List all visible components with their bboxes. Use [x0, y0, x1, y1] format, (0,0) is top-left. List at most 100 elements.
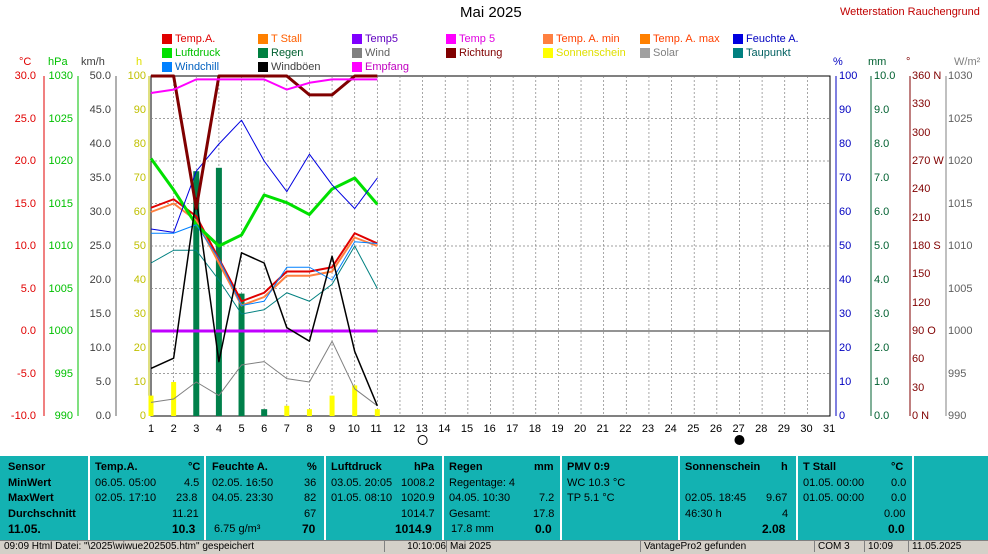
panel-feuchte-min-date: 02.05. 16:50 [212, 477, 274, 489]
legend-swatch [352, 62, 362, 72]
chart-title: Mai 2025 [460, 4, 522, 21]
sun-tick-label: 30 [133, 308, 146, 320]
legend-label: Richtung [459, 47, 503, 59]
x-tick-label: 21 [596, 423, 609, 435]
rain-bar [261, 409, 268, 416]
sun-unit: h [136, 56, 143, 68]
summary-panel [0, 452, 988, 540]
series-line [150, 119, 378, 233]
solar-tick-label: 1015 [948, 197, 973, 210]
panel-tstall-min: 0.0 [891, 477, 907, 489]
panel-feuchte-unit: % [307, 461, 317, 473]
legend-label: Temp 5 [459, 33, 496, 45]
press-tick-label: 1015 [48, 197, 73, 210]
panel-feuchte-current: 70 [302, 522, 316, 536]
sun-tick-label: 10 [133, 376, 146, 388]
temp-tick-label: 5.0 [20, 282, 36, 295]
panel-tempa-unit: °C [188, 461, 201, 473]
station-name: Wetterstation Rauchengrund [840, 6, 980, 18]
sunshine-bar [306, 409, 312, 416]
legend-swatch [543, 48, 553, 58]
legend-label: Windchill [175, 61, 220, 73]
rain-tick-label: 2.0 [874, 342, 890, 354]
x-tick-label: 26 [709, 423, 723, 435]
sun-tick-label: 20 [133, 342, 146, 354]
full-moon-icon [417, 435, 428, 445]
x-tick-label: 11 [370, 423, 382, 435]
hum-tick-label: 40 [839, 274, 852, 286]
dir-unit: ° [906, 56, 911, 68]
panel-sonne-max-date: 02.05. 18:45 [685, 492, 747, 504]
panel-luft-min: 1008.2 [401, 477, 435, 489]
panel-sensor-avg: Durchschnitt [8, 508, 76, 520]
rain-bar [215, 167, 222, 416]
solar-tick-label: 1000 [948, 325, 973, 337]
solar-tick-label: 1025 [948, 112, 973, 125]
panel-regen-sum: 17.8 mm [451, 523, 494, 535]
sunshine-bar [284, 405, 290, 416]
panel-tempa-avg: 11.21 [172, 508, 199, 520]
panel-tempa-max: 23.8 [176, 492, 198, 504]
hum-tick-label: 0 [839, 410, 846, 422]
solar-tick-label: 1020 [948, 155, 973, 167]
panel-tstall-min-date: 01.05. 00:00 [803, 477, 865, 489]
solar-tick-label: 1010 [948, 240, 973, 252]
rain-tick-label: 7.0 [874, 172, 890, 184]
panel-tempa-header: Temp.A. [95, 461, 138, 473]
legend-label: Temp.A. [175, 33, 216, 45]
panel-tstall-unit: °C [891, 461, 904, 473]
panel-tempa-min: 4.5 [184, 477, 200, 489]
wind-tick-label: 10.0 [89, 342, 111, 354]
legend-label: Windböen [271, 61, 321, 73]
legend-swatch [446, 34, 456, 44]
x-tick-label: 23 [641, 423, 655, 435]
series-line [149, 157, 379, 248]
panel-pmv-tp: TP 5.1 °C [567, 492, 615, 504]
status-date: 11.05.2025 [912, 541, 962, 552]
sun-tick-label: 50 [133, 240, 146, 252]
hum-tick-label: 20 [839, 342, 852, 354]
x-tick-label: 20 [574, 423, 587, 435]
wind-tick-label: 30.0 [89, 206, 111, 218]
press-tick-label: 990 [54, 410, 73, 422]
panel-tstall-max: 0.0 [891, 492, 907, 504]
rain-tick-label: 9.0 [874, 104, 890, 116]
solar-tick-label: 990 [948, 410, 967, 422]
rain-tick-label: 3.0 [874, 308, 890, 320]
legend-label: Solar [653, 47, 679, 59]
x-tick-label: 7 [283, 423, 290, 435]
panel-feuchte-max: 82 [304, 492, 317, 504]
legend-swatch [640, 34, 650, 44]
legend-swatch [258, 34, 268, 44]
x-tick-label: 27 [732, 423, 745, 435]
solar-unit: W/m² [954, 56, 981, 68]
series-line [150, 197, 379, 407]
status-clock: 10:09 [866, 541, 909, 552]
legend-swatch [162, 48, 172, 58]
dir-tick-label: 150 [912, 268, 931, 281]
x-tick-label: 10 [347, 423, 360, 435]
legend-label: T Stall [271, 33, 302, 45]
temp-tick-label: 25.0 [14, 112, 36, 125]
sun-tick-label: 70 [133, 172, 146, 184]
x-tick-label: 19 [551, 423, 564, 435]
panel-tstall-current: 0.0 [888, 522, 905, 536]
panel-sonne-max: 9.67 [766, 492, 788, 504]
x-tick-label: 16 [483, 423, 496, 435]
rain-bar [238, 293, 245, 416]
legend-swatch [446, 48, 456, 58]
x-tick-label: 9 [329, 423, 336, 435]
panel-regen-total-label: Gesamt: [449, 508, 491, 520]
legend-label: Sonnenschein [556, 47, 626, 59]
panel-sensor-date: 11.05. [8, 522, 41, 536]
hum-tick-label: 80 [839, 138, 852, 150]
legend-swatch [352, 34, 362, 44]
x-tick-label: 6 [261, 423, 268, 435]
legend-swatch [162, 62, 172, 72]
wind-tick-label: 40.0 [89, 138, 111, 150]
panel-luft-max: 1020.9 [401, 492, 435, 504]
hum-tick-label: 60 [839, 206, 852, 218]
press-tick-label: 1010 [48, 240, 73, 252]
press-unit: hPa [48, 56, 68, 68]
hum-tick-label: 100 [839, 70, 858, 82]
